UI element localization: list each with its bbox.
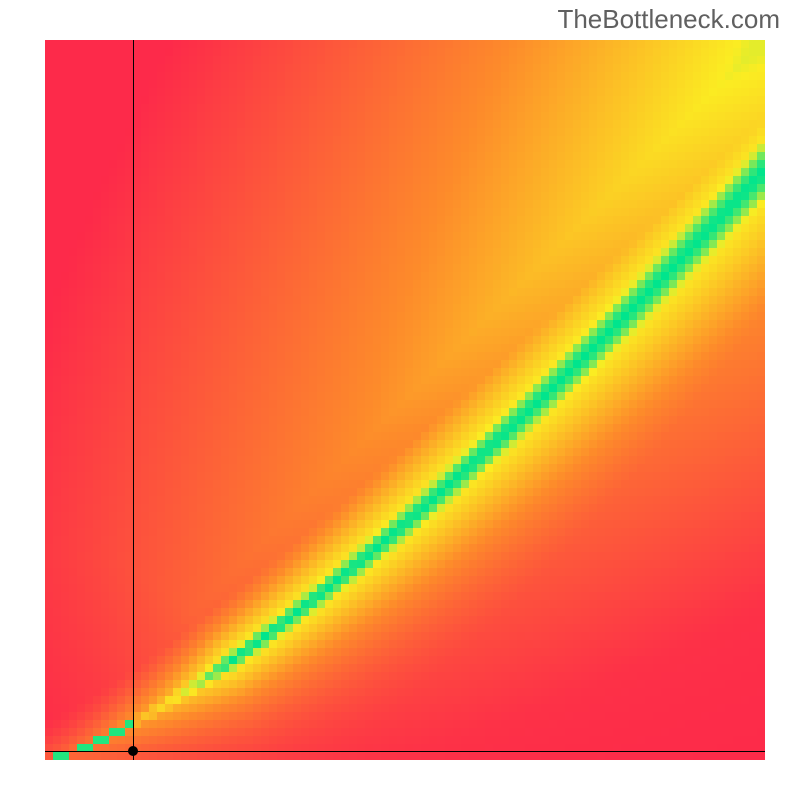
crosshair-marker xyxy=(128,746,138,756)
watermark-text: TheBottleneck.com xyxy=(557,4,780,35)
crosshair-vertical xyxy=(133,40,134,760)
crosshair-horizontal xyxy=(45,751,765,752)
chart-container: TheBottleneck.com xyxy=(0,0,800,800)
heatmap-canvas xyxy=(45,40,765,760)
plot-area xyxy=(45,40,765,760)
